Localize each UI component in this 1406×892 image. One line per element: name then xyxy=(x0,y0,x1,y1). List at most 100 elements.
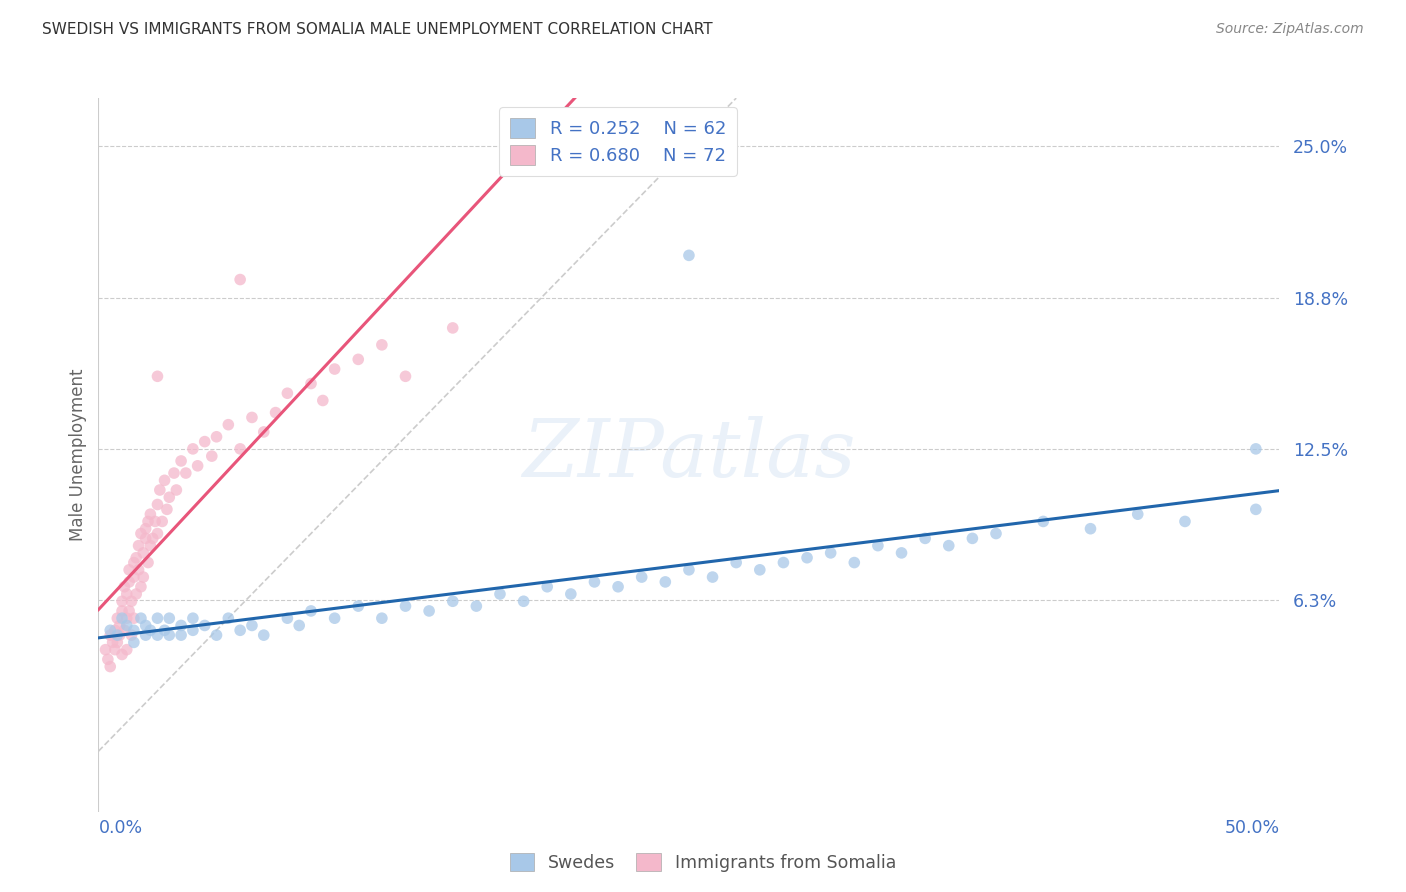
Point xyxy=(394,369,416,384)
Point xyxy=(371,338,394,352)
Point xyxy=(146,611,169,625)
Point xyxy=(143,515,166,529)
Point xyxy=(441,321,464,335)
Point xyxy=(264,406,287,420)
Point xyxy=(136,556,159,570)
Point xyxy=(441,594,464,608)
Point xyxy=(108,628,131,642)
Legend: R = 0.252    N = 62, R = 0.680    N = 72: R = 0.252 N = 62, R = 0.680 N = 72 xyxy=(499,107,737,176)
Text: ZIPatlas: ZIPatlas xyxy=(522,417,856,493)
Point xyxy=(772,556,794,570)
Y-axis label: Male Unemployment: Male Unemployment xyxy=(69,368,87,541)
Point xyxy=(240,410,263,425)
Point xyxy=(512,594,534,608)
Point xyxy=(725,556,748,570)
Point xyxy=(98,628,121,642)
Point xyxy=(139,539,162,553)
Point xyxy=(583,574,606,589)
Point xyxy=(101,635,124,649)
Point xyxy=(150,515,173,529)
Point xyxy=(128,563,150,577)
Point xyxy=(112,580,135,594)
Point xyxy=(122,556,145,570)
Point xyxy=(157,611,180,625)
Point xyxy=(240,618,263,632)
Point xyxy=(135,532,157,546)
Point xyxy=(560,587,582,601)
Point xyxy=(678,563,700,577)
Point xyxy=(136,515,159,529)
Point xyxy=(104,624,127,638)
Point xyxy=(288,618,311,632)
Point xyxy=(157,628,180,642)
Point xyxy=(125,550,148,565)
Point xyxy=(299,604,322,618)
Point xyxy=(187,458,209,473)
Point xyxy=(118,563,141,577)
Point xyxy=(323,611,346,625)
Point xyxy=(323,362,346,376)
Point xyxy=(748,563,770,577)
Point xyxy=(418,604,440,618)
Point xyxy=(170,618,193,632)
Point xyxy=(201,449,224,463)
Point xyxy=(115,642,138,657)
Point xyxy=(962,532,984,546)
Point xyxy=(157,490,180,504)
Point xyxy=(98,624,121,638)
Point xyxy=(139,624,162,638)
Point xyxy=(229,272,252,286)
Point xyxy=(630,570,652,584)
Point xyxy=(181,624,204,638)
Point xyxy=(1174,515,1197,529)
Point xyxy=(170,628,193,642)
Point xyxy=(132,570,155,584)
Point xyxy=(299,376,322,391)
Point xyxy=(1244,442,1267,456)
Text: 0.0%: 0.0% xyxy=(98,819,142,837)
Point xyxy=(1032,515,1054,529)
Point xyxy=(181,442,204,456)
Point xyxy=(118,574,141,589)
Text: Source: ZipAtlas.com: Source: ZipAtlas.com xyxy=(1216,22,1364,37)
Point xyxy=(135,522,157,536)
Point xyxy=(111,594,134,608)
Point xyxy=(132,546,155,560)
Point xyxy=(347,599,370,613)
Point xyxy=(104,642,127,657)
Point xyxy=(122,570,145,584)
Point xyxy=(654,574,676,589)
Point xyxy=(146,369,169,384)
Point xyxy=(205,430,228,444)
Point xyxy=(253,425,276,439)
Point xyxy=(938,539,960,553)
Point xyxy=(122,611,145,625)
Point xyxy=(229,442,252,456)
Point xyxy=(97,652,120,666)
Point xyxy=(1244,502,1267,516)
Point xyxy=(153,624,176,638)
Point xyxy=(394,599,416,613)
Point xyxy=(276,611,298,625)
Point xyxy=(217,417,239,432)
Point xyxy=(105,635,128,649)
Point xyxy=(105,628,128,642)
Point xyxy=(205,628,228,642)
Point xyxy=(866,539,889,553)
Point xyxy=(105,611,128,625)
Point xyxy=(125,587,148,601)
Point xyxy=(465,599,488,613)
Point xyxy=(129,526,152,541)
Point xyxy=(122,635,145,649)
Text: 50.0%: 50.0% xyxy=(1225,819,1279,837)
Point xyxy=(111,648,134,662)
Point xyxy=(347,352,370,367)
Point xyxy=(121,628,143,642)
Point xyxy=(371,611,394,625)
Point xyxy=(194,434,217,449)
Point xyxy=(129,611,152,625)
Point xyxy=(146,526,169,541)
Point xyxy=(984,526,1007,541)
Point xyxy=(165,483,187,497)
Text: SWEDISH VS IMMIGRANTS FROM SOMALIA MALE UNEMPLOYMENT CORRELATION CHART: SWEDISH VS IMMIGRANTS FROM SOMALIA MALE … xyxy=(42,22,713,37)
